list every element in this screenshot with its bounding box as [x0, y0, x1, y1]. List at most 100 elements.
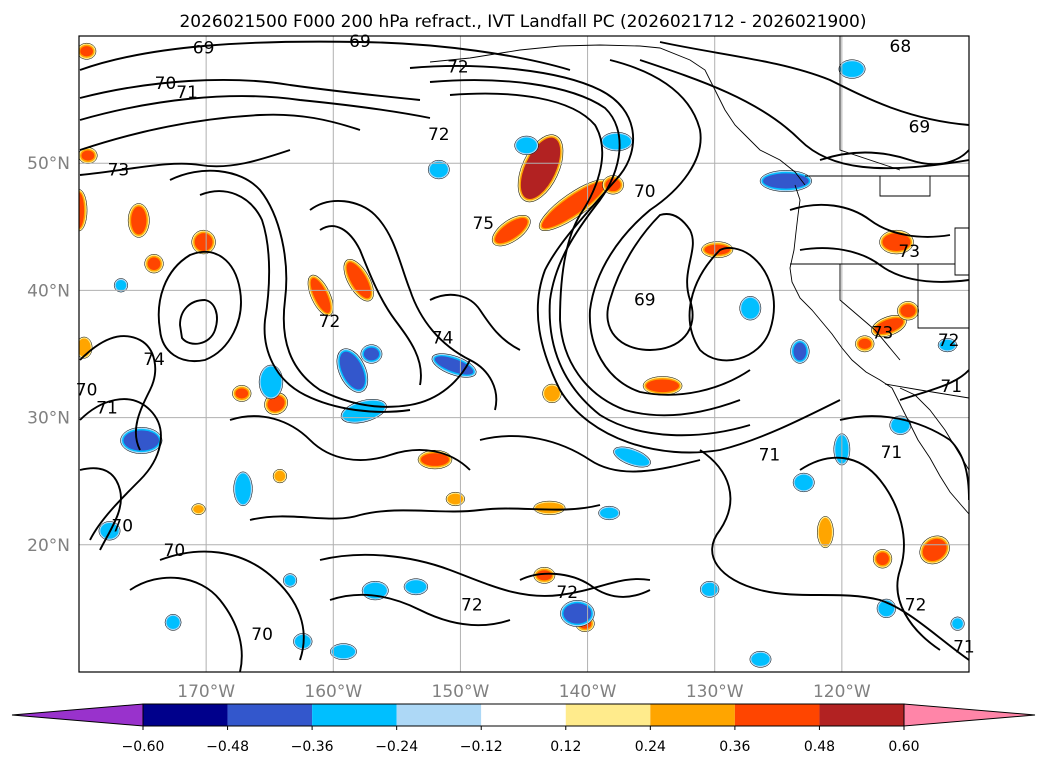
negative-anomaly-patch — [120, 427, 163, 454]
colorbar-tick-label: 0.12 — [550, 739, 581, 755]
negative-anomaly-patch — [937, 338, 957, 353]
contour-line — [79, 113, 361, 151]
negative-anomaly-patch — [403, 578, 429, 596]
contour-label: 71 — [953, 638, 975, 658]
contour-line — [159, 550, 305, 661]
alaska-canada-border — [839, 36, 901, 171]
negative-anomaly-patch — [838, 59, 866, 79]
negative-anomaly-patch — [792, 472, 815, 493]
contour-line — [429, 293, 521, 351]
contour-label: 74 — [432, 328, 454, 348]
contour-label: 70 — [111, 517, 133, 537]
us-mexico-border — [884, 383, 969, 399]
contour-label: 72 — [428, 125, 450, 145]
positive-anomaly-patch — [855, 335, 875, 353]
positive-anomaly-patch — [816, 516, 834, 549]
negative-anomaly-patch — [427, 159, 450, 180]
colorbar-segment — [481, 704, 566, 726]
positive-anomaly-patch — [79, 189, 88, 232]
contour-line — [329, 593, 511, 627]
negative-anomaly-patch — [560, 600, 595, 627]
latitude-axis: 20°N 30°N 40°N 50°N — [27, 154, 70, 556]
positive-anomaly-patch — [533, 566, 556, 584]
contour-line — [688, 247, 775, 362]
colorbar-tick-label: −0.12 — [460, 739, 503, 755]
contour-label: 73 — [898, 242, 920, 262]
contour-line — [819, 149, 969, 166]
colorbar-tick-label: 0.36 — [719, 739, 750, 755]
contour-label: 71 — [940, 377, 962, 397]
positive-anomaly-patch — [871, 314, 907, 338]
lon-tick-label: 120°W — [813, 682, 871, 702]
colorbar-extend-low — [11, 703, 144, 727]
negative-anomaly-patch — [790, 339, 810, 364]
contour-label: 71 — [881, 443, 903, 463]
lon-tick-label: 160°W — [304, 682, 362, 702]
contour-line — [79, 467, 122, 551]
colorbar-tick-label: −0.60 — [122, 739, 165, 755]
contour-line — [319, 225, 422, 386]
contour-label: 75 — [472, 214, 494, 234]
contour-line — [409, 65, 841, 454]
negative-anomaly-patch — [739, 296, 762, 321]
colorbar-frame — [142, 703, 905, 727]
colorbar-segment — [227, 704, 313, 726]
lon-tick-label: 170°W — [177, 682, 235, 702]
contour-label: 70 — [634, 182, 656, 202]
state-borders — [790, 176, 969, 361]
contour-line — [79, 40, 571, 71]
contour-line — [588, 59, 751, 396]
lon-tick-label: 130°W — [686, 682, 744, 702]
contour-line — [79, 149, 291, 176]
longitude-axis: 170°W 160°W 150°W 140°W 130°W 120°W — [177, 682, 871, 702]
contour-label: 72 — [905, 596, 927, 616]
contour-label: 73 — [108, 161, 130, 181]
negative-anomaly-patch — [258, 364, 284, 400]
contour-label: 72 — [319, 312, 341, 332]
contour-line — [659, 41, 969, 126]
positive-anomaly-patch — [879, 229, 914, 255]
contour-label: 69 — [349, 32, 371, 52]
contour-line — [79, 335, 157, 451]
contour-line — [839, 415, 969, 501]
contour-line — [129, 576, 243, 672]
contour-line — [789, 203, 951, 238]
refractivity-contours — [79, 40, 969, 672]
contour-label: 71 — [176, 83, 198, 103]
colorbar-segment — [565, 704, 651, 726]
negative-anomaly-patch — [360, 344, 383, 364]
coastline-and-borders — [429, 36, 969, 515]
positive-anomaly-patch — [272, 469, 287, 484]
contour-label: 72 — [461, 596, 483, 616]
contour-line — [899, 369, 969, 401]
positive-anomaly-patch — [144, 254, 164, 274]
positive-anomaly-patch — [533, 500, 566, 515]
lon-tick-label: 150°W — [432, 682, 490, 702]
lat-tick-label: 40°N — [27, 281, 70, 301]
positive-anomaly-patch — [79, 147, 98, 164]
negative-anomaly-patch — [600, 131, 633, 152]
contour-label: 70 — [251, 625, 273, 645]
chart-title: 2026021500 F000 200 hPa refract., IVT La… — [179, 12, 866, 32]
contour-line — [639, 59, 969, 170]
contour-line — [199, 190, 411, 413]
negative-anomaly-patch — [700, 580, 720, 598]
colorbar-segment — [734, 704, 820, 726]
lat-lon-grid — [79, 36, 969, 672]
contour-label: 72 — [447, 58, 469, 78]
positive-anomaly-patch — [897, 301, 919, 321]
alaska-coastline — [429, 44, 806, 186]
contour-label: 72 — [938, 331, 960, 351]
contour-label: 69 — [909, 117, 931, 137]
positive-anomaly-patch — [191, 503, 206, 515]
contour-label: 70 — [76, 381, 98, 401]
negative-anomaly-patch — [950, 616, 965, 631]
positive-anomaly-patch — [701, 241, 734, 259]
colorbar-segment — [396, 704, 482, 726]
contour-line — [157, 250, 242, 362]
contour-label: 69 — [634, 290, 656, 310]
positive-anomaly-patch — [127, 203, 150, 238]
contour-label: 68 — [890, 37, 912, 57]
negative-anomaly-patch — [598, 505, 621, 521]
